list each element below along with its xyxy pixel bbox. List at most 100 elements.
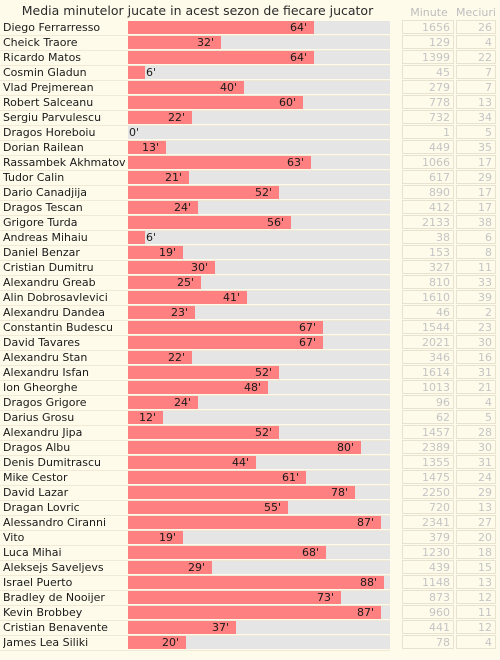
bar	[128, 81, 244, 94]
bar-value-label: 52'	[255, 186, 273, 199]
row-divider	[0, 605, 390, 606]
matches-column-header: Meciuri	[456, 6, 496, 19]
bar-track: 32'	[128, 36, 390, 49]
bar-value-label: 64'	[290, 51, 308, 64]
matches-cell: 13	[456, 95, 496, 109]
minutes-cell: 1013	[402, 380, 454, 394]
row-divider	[0, 515, 390, 516]
player-name: Tudor Calin	[3, 171, 65, 184]
minutes-cell: 45	[402, 65, 454, 79]
player-name: Vito	[3, 531, 25, 544]
matches-cell: 17	[456, 155, 496, 169]
matches-cell: 8	[456, 245, 496, 259]
bar-value-label: 48'	[244, 381, 262, 394]
matches-cell: 38	[456, 215, 496, 229]
player-name: Denis Dumitrascu	[3, 456, 102, 469]
bar-track: 44'	[128, 456, 390, 469]
row-divider	[0, 560, 390, 561]
matches-cell: 17	[456, 185, 496, 199]
matches-cell: 28	[456, 425, 496, 439]
matches-cell: 6	[456, 230, 496, 244]
row-divider	[0, 635, 390, 636]
minutes-cell: 62	[402, 410, 454, 424]
bar-track: 25'	[128, 276, 390, 289]
bar	[128, 471, 306, 484]
bar	[128, 96, 303, 109]
bar-track: 21'	[128, 171, 390, 184]
row-divider	[0, 440, 390, 441]
bar	[128, 216, 291, 229]
minutes-cell: 2133	[402, 215, 454, 229]
minutes-cell: 279	[402, 80, 454, 94]
bar-value-label: 13'	[142, 141, 160, 154]
row-divider	[0, 425, 390, 426]
matches-cell: 35	[456, 140, 496, 154]
minutes-cell: 1656	[402, 20, 454, 34]
row-divider	[0, 80, 390, 81]
bar	[128, 516, 381, 529]
bar-track: 29'	[128, 561, 390, 574]
bar-value-label: 87'	[357, 606, 375, 619]
bar	[128, 501, 288, 514]
minutes-cell: 810	[402, 275, 454, 289]
row-divider	[0, 140, 390, 141]
bar-track: 41'	[128, 291, 390, 304]
row-divider	[0, 590, 390, 591]
minutes-cell: 1475	[402, 470, 454, 484]
bar-track: 64'	[128, 51, 390, 64]
minutes-cell: 2341	[402, 515, 454, 529]
minutes-cell: 1457	[402, 425, 454, 439]
row-divider	[0, 455, 390, 456]
bar-track: 87'	[128, 606, 390, 619]
row-divider	[0, 275, 390, 276]
bar-track: 6'	[128, 66, 390, 79]
bar-value-label: 37'	[212, 621, 230, 634]
row-divider	[0, 260, 390, 261]
row-divider	[0, 215, 390, 216]
bar-track: 37'	[128, 621, 390, 634]
bar	[128, 246, 183, 259]
bar	[128, 546, 326, 559]
matches-cell: 29	[456, 485, 496, 499]
player-name: Dragan Lovric	[3, 501, 80, 514]
minutes-cell: 1066	[402, 155, 454, 169]
player-name: Aleksejs Saveljevs	[3, 561, 104, 574]
row-divider	[0, 95, 390, 96]
matches-cell: 7	[456, 80, 496, 94]
matches-cell: 4	[456, 35, 496, 49]
row-divider	[0, 170, 390, 171]
bar	[128, 36, 221, 49]
minutes-cell: 449	[402, 140, 454, 154]
bar-value-label: 60'	[279, 96, 297, 109]
bar-track: 22'	[128, 111, 390, 124]
row-divider	[0, 545, 390, 546]
bar	[128, 156, 311, 169]
bar	[128, 276, 201, 289]
row-divider	[0, 395, 390, 396]
bar-track: 20'	[128, 636, 390, 649]
bar	[128, 561, 212, 574]
bar	[128, 231, 145, 244]
minutes-cell: 78	[402, 635, 454, 649]
matches-cell: 20	[456, 530, 496, 544]
bar-track: 67'	[128, 321, 390, 334]
minutes-cell: 2021	[402, 335, 454, 349]
matches-cell: 39	[456, 290, 496, 304]
bar-track: 24'	[128, 396, 390, 409]
matches-cell: 24	[456, 470, 496, 484]
bar-track: 87'	[128, 516, 390, 529]
bar-value-label: 64'	[290, 21, 308, 34]
row-divider	[0, 125, 390, 126]
player-name: Rassambek Akhmatov	[3, 156, 126, 169]
minutes-cell: 1148	[402, 575, 454, 589]
bar-track: 80'	[128, 441, 390, 454]
bar-track: 73'	[128, 591, 390, 604]
matches-cell: 17	[456, 200, 496, 214]
bar-track: 88'	[128, 576, 390, 589]
row-divider	[0, 35, 390, 36]
bar-value-label: 52'	[255, 366, 273, 379]
bar	[128, 306, 195, 319]
bar	[128, 186, 279, 199]
bar	[128, 591, 341, 604]
bar-value-label: 12'	[139, 411, 157, 424]
